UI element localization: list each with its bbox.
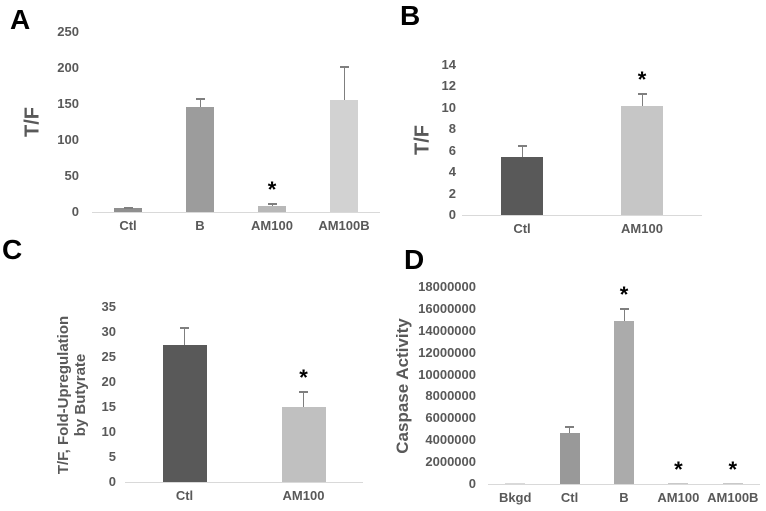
y-tick-label: 14000000 <box>418 322 476 338</box>
bar <box>162 344 207 482</box>
significance-star: * <box>299 364 308 390</box>
error-bar-cap <box>267 202 277 205</box>
x-category-label: Ctl <box>119 218 137 233</box>
error-bar-whisker <box>569 425 571 433</box>
bar <box>614 320 634 484</box>
x-category-label: AM100 <box>282 488 325 503</box>
error-bar-whisker <box>303 390 304 407</box>
x-category-label: Ctl <box>513 221 531 236</box>
y-tick-label: 12 <box>441 78 456 94</box>
bar <box>668 483 689 485</box>
panel-a-chart: T/F 0 50 100 150 200 250 Ctl B * AM100 AM100B <box>0 0 383 255</box>
panel-d-chart: Caspase Activity 0 2000000 4000000 6000000 80… <box>383 255 766 511</box>
y-tick-label: 5 <box>108 449 116 464</box>
x-category-label: AM100 <box>251 218 293 233</box>
y-tick-label: 2000000 <box>425 454 476 470</box>
y-tick-label: 14 <box>441 57 456 72</box>
y-tick-label: 12000000 <box>418 344 476 360</box>
y-tick-label: 15 <box>101 399 116 414</box>
y-tick-label: 6 <box>448 142 456 158</box>
bar <box>621 105 663 215</box>
error-bar-cap <box>619 307 629 310</box>
x-category-label: Ctl <box>175 488 194 503</box>
x-category-label: AM100 <box>621 221 663 236</box>
y-tick-label: 4 <box>448 164 456 180</box>
y-tick-label: 50 <box>64 168 79 183</box>
y-tick-label: 8 <box>448 121 456 137</box>
error-bar-whisker <box>623 307 625 321</box>
x-axis-line <box>488 484 760 485</box>
y-tick-label: 18000000 <box>418 279 476 294</box>
bar <box>281 407 326 482</box>
error-bar-cap <box>180 327 189 329</box>
y-tick-label: 10 <box>101 424 116 439</box>
error-bar-cap <box>565 425 575 428</box>
y-tick-label: 20 <box>101 374 116 389</box>
significance-star: * <box>619 281 629 307</box>
significance-star: * <box>728 457 738 483</box>
y-tick-label: 150 <box>57 96 79 111</box>
y-tick-label: 100 <box>57 132 79 147</box>
significance-star: * <box>267 176 277 202</box>
bar <box>505 482 526 484</box>
y-tick-label: 10000000 <box>418 366 476 382</box>
bar <box>559 432 580 484</box>
significance-star: * <box>674 457 683 483</box>
y-tick-label: 10 <box>441 99 456 115</box>
error-bar-cap <box>517 145 527 148</box>
error-bar-cap <box>637 92 647 95</box>
y-tick-label: 0 <box>468 476 476 491</box>
panel-label-c: C <box>2 234 23 265</box>
error-bar-cap <box>195 97 205 100</box>
x-axis-line <box>92 212 380 213</box>
bar <box>258 205 286 212</box>
x-axis-line <box>462 215 702 216</box>
y-tick-label: 2 <box>448 185 456 201</box>
error-bar-cap <box>299 390 308 393</box>
error-bar-whisker <box>184 327 185 345</box>
x-category-label: AM100B <box>318 218 370 233</box>
bar <box>114 208 142 212</box>
bar <box>501 157 543 215</box>
panel-label-a: A <box>10 4 31 35</box>
panel-label-b: B <box>400 0 421 31</box>
y-tick-label: 6000000 <box>425 410 476 426</box>
error-bar-whisker <box>521 145 523 158</box>
y-tick-label: 0 <box>448 207 456 222</box>
x-category-label: B <box>619 490 629 505</box>
y-tick-label: 200 <box>57 60 79 75</box>
x-category-label: Bkgd <box>498 490 532 505</box>
y-tick-label: 0 <box>108 474 116 489</box>
bar <box>186 106 214 212</box>
y-tick-label: 30 <box>101 324 116 339</box>
x-axis-line <box>125 482 363 483</box>
panel-label-d: D <box>404 244 425 275</box>
bar <box>330 100 358 212</box>
x-category-label: Ctl <box>560 490 579 505</box>
error-bar-whisker <box>343 65 345 101</box>
y-tick-label: 4000000 <box>425 432 476 448</box>
panel-b-chart: T/F 0 2 4 6 8 10 12 14 Ctl * AM100 <box>383 0 766 255</box>
x-category-label: AM100B <box>707 490 759 505</box>
x-category-label: B <box>195 218 205 233</box>
y-tick-label: 25 <box>101 349 116 364</box>
y-tick-label: 16000000 <box>418 300 476 316</box>
y-tick-label: 8000000 <box>425 388 476 404</box>
y-tick-label: 35 <box>101 299 116 314</box>
error-bar-cap <box>123 206 133 209</box>
error-bar-whisker <box>641 92 643 106</box>
y-tick-label: 250 <box>57 24 79 39</box>
error-bar-cap <box>339 65 349 68</box>
error-bar-whisker <box>199 97 201 107</box>
x-category-label: AM100 <box>657 490 700 505</box>
y-tick-label: 0 <box>71 204 79 219</box>
bar <box>722 483 743 485</box>
panel-c-chart: T/F, Fold-Upregulation by Butyrate 0 5 10 15 2… <box>0 255 383 511</box>
significance-star: * <box>637 66 647 92</box>
